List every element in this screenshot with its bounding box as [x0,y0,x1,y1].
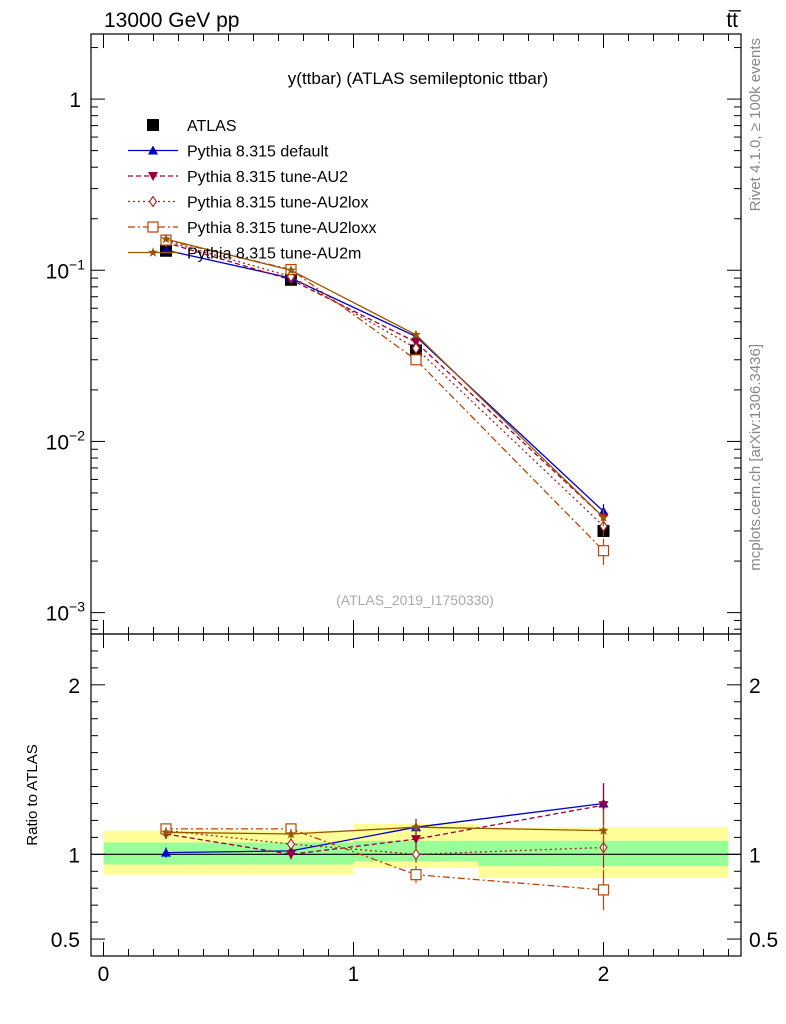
ratio-data-point [161,847,171,857]
main-series-group [160,233,610,565]
legend-entry: Pythia 8.315 tune-AU2loxx [128,220,376,237]
analysis-watermark: (ATLAS_2019_I1750330) [336,592,494,608]
main-y-tick-label: 10−3 [46,599,86,626]
ratio-series-group [160,783,610,911]
main-y-tick-label: 1 [69,89,81,112]
legend-marker [147,119,159,131]
main-plot-panel: 1 10−1 10−2 10−3 y(ttbar) (ATLAS semilepton… [46,33,742,635]
ratio-data-point [161,827,171,837]
legend-entry: Pythia 8.315 tune-AU2m [128,246,361,263]
ratio-y-tick-label-left: 1 [68,844,80,867]
ratio-x-tick-label: 2 [598,963,610,986]
main-series-line [165,239,604,552]
legend-entry: Pythia 8.315 default [128,144,329,161]
main-series-0 [160,244,610,537]
ratio-x-tick-label: 0 [98,963,110,986]
main-series-line [165,240,604,527]
legend-label: Pythia 8.315 default [187,144,329,161]
ratio-data-point [411,822,421,832]
legend-label: Pythia 8.315 tune-AU2lox [187,195,368,212]
ratio-y-tick-label-right: 2 [749,675,761,698]
legend-entry: Pythia 8.315 tune-AU2 [128,169,348,186]
ratio-data-point [286,838,296,851]
ratio-y-tick-label-left: 2 [68,675,80,698]
ratio-y-tick-label-left: 0.5 [51,929,80,952]
main-series-1 [161,245,609,520]
ratio-series-line [165,802,604,854]
ratio-y-axis-label: Ratio to ATLAS [24,744,41,845]
legend-label: Pythia 8.315 tune-AU2 [187,169,348,186]
ratio-series-line [165,804,604,855]
ratio-data-point [598,801,609,811]
ratio-data-point [411,848,421,861]
ratio-series-4 [161,810,609,851]
main-chart-title: y(ttbar) (ATLAS semileptonic ttbar) [288,69,548,88]
ratio-data-point [598,825,609,835]
main-data-point [597,545,610,557]
mcplots-label: mcplots.cern.ch [arXiv:1306.3436] [747,344,764,571]
main-series-line [165,238,604,518]
main-series-line [165,241,604,518]
ratio-axis-ticks: 0.5 0.5 1 1 2 2 0 1 2 [51,634,778,986]
main-data-point [598,512,609,522]
ratio-data-point [597,884,610,896]
main-y-tick-label: 10−1 [46,256,86,283]
legend: ATLAS Pythia 8.315 default Pythia 8.315 tu… [128,118,376,263]
main-data-point [161,233,171,244]
process-label: tt̅ [726,9,742,32]
rivet-version-label: Rivet 4.1.0, ≥ 100k events [747,38,764,211]
legend-marker [148,172,158,181]
main-series-3 [161,235,608,537]
main-axis-ticks: 1 10−1 10−2 10−3 [46,34,741,634]
legend-marker [148,247,158,257]
legend-marker [148,195,158,208]
ratio-data-point [286,850,296,860]
main-series-5 [161,233,609,527]
ratio-series-line [166,828,604,891]
energy-label: 13000 GeV pp [104,9,239,32]
legend-label: Pythia 8.315 tune-AU2loxx [187,220,376,237]
legend-entry: Pythia 8.315 tune-AU2lox [128,195,368,212]
main-series-line [165,249,604,512]
main-data-point [411,329,421,339]
legend-marker [147,221,159,233]
main-y-tick-label: 10−2 [46,427,86,454]
ratio-series-line [165,826,604,835]
legend-entry: ATLAS [147,118,237,135]
ratio-data-point [411,835,421,845]
ratio-y-tick-label-right: 1 [749,844,761,867]
main-series-2 [161,238,609,527]
main-data-point [286,265,296,275]
ratio-data-point [410,869,422,881]
legend-label: Pythia 8.315 tune-AU2m [187,246,361,263]
main-data-point [411,342,421,355]
ratio-plot-panel: 0.5 0.5 1 1 2 2 0 1 2 Ratio to ATLAS [24,633,778,986]
legend-label: ATLAS [187,118,237,135]
ratio-data-point [286,828,296,839]
main-data-point [410,354,422,366]
main-series-4 [160,234,610,565]
ratio-plot-frame [90,633,742,957]
legend-marker [148,145,158,155]
ratio-x-tick-label: 1 [348,963,360,986]
ratio-y-tick-label-right: 0.5 [749,929,778,952]
